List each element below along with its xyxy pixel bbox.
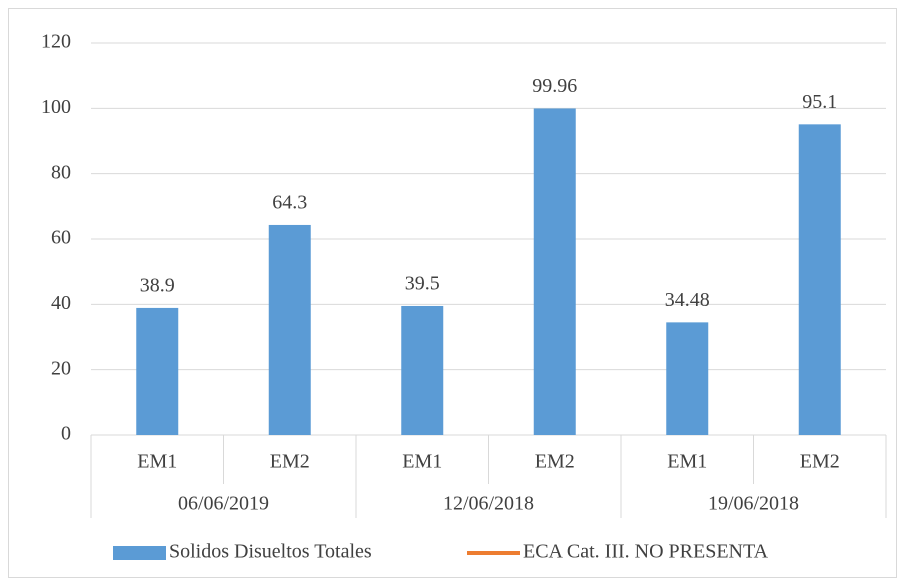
data-label: 99.96 xyxy=(532,75,577,97)
group-label: 19/06/2018 xyxy=(708,493,799,515)
bar xyxy=(533,108,576,436)
y-tick-label: 40 xyxy=(51,292,71,314)
y-tick-label: 0 xyxy=(61,423,71,445)
x-tick-label: EM2 xyxy=(800,451,840,473)
chart-border xyxy=(8,8,897,578)
y-tick-label: 20 xyxy=(51,357,71,379)
group-label: 06/06/2019 xyxy=(178,493,269,515)
data-label: 34.48 xyxy=(665,289,710,311)
data-label: 95.1 xyxy=(802,91,837,113)
x-tick-label: EM1 xyxy=(137,451,177,473)
legend-label: ECA Cat. III. NO PRESENTA xyxy=(523,541,769,563)
bar xyxy=(666,322,709,435)
x-tick-label: EM2 xyxy=(535,451,575,473)
y-tick-label: 120 xyxy=(41,31,71,53)
x-tick-label: EM2 xyxy=(270,451,310,473)
bar xyxy=(268,224,311,435)
legend-label: Solidos Disueltos Totales xyxy=(169,541,372,563)
bar xyxy=(401,305,444,435)
x-tick-label: EM1 xyxy=(402,451,442,473)
bar xyxy=(136,307,179,435)
y-tick-label: 60 xyxy=(51,227,71,249)
bar xyxy=(798,124,841,435)
data-label: 39.5 xyxy=(405,273,440,295)
y-tick-label: 100 xyxy=(41,96,71,118)
y-tick-label: 80 xyxy=(51,161,71,183)
x-tick-label: EM1 xyxy=(667,451,707,473)
data-label: 38.9 xyxy=(140,275,175,297)
data-label: 64.3 xyxy=(272,192,307,214)
legend-swatch xyxy=(113,546,166,560)
group-label: 12/06/2018 xyxy=(443,493,534,515)
